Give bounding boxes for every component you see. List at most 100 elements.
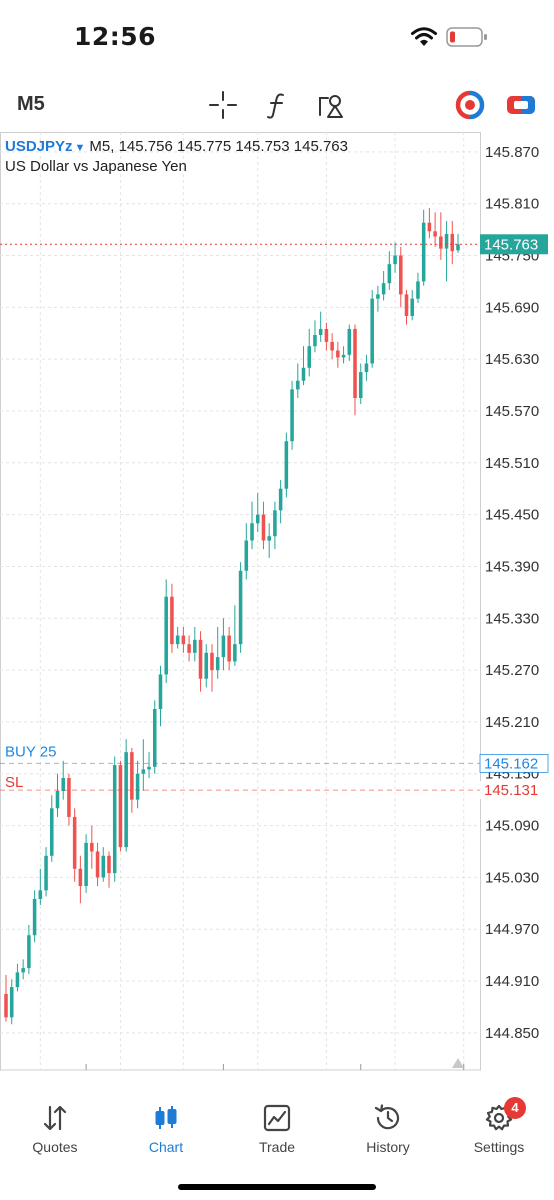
candle-body <box>238 570 243 645</box>
candle-body <box>381 283 386 295</box>
candle-body <box>158 674 163 709</box>
current-price-tag <box>480 234 548 255</box>
sl-price-label: 145.131 <box>484 782 538 799</box>
candle-body <box>101 855 106 878</box>
candle-body <box>181 635 186 645</box>
candle-body <box>358 372 363 399</box>
candle-body <box>44 855 48 891</box>
candle-body <box>112 765 117 874</box>
symbol-name[interactable]: USDJPYz <box>5 138 73 155</box>
candle-body <box>376 294 380 299</box>
bottom-tab-bar: Quotes Chart Trade History 4 Settings <box>0 1095 554 1165</box>
candle-body <box>193 639 197 653</box>
candle-body <box>61 778 65 792</box>
chart-icon <box>155 1106 177 1129</box>
candle-body <box>336 350 340 358</box>
candle-body <box>427 222 432 232</box>
tab-history[interactable]: History <box>333 1095 443 1165</box>
candlestick-chart[interactable]: 145.870145.810145.750145.690145.630145.5… <box>0 132 554 1072</box>
candle-body <box>450 233 455 252</box>
candle-body <box>370 298 374 364</box>
candle-body <box>416 281 420 299</box>
objects-icon[interactable] <box>315 90 347 120</box>
candle-body <box>187 644 191 653</box>
y-tick-label: 145.570 <box>485 403 539 420</box>
candle-body <box>107 855 111 874</box>
candle-body <box>15 972 20 988</box>
buy-position-label: BUY 25 <box>5 743 56 760</box>
trade-chart-icon <box>263 1104 291 1132</box>
candle-body <box>244 540 249 571</box>
candle-body <box>124 752 128 848</box>
tab-label: Settings <box>473 1139 525 1155</box>
candle-body <box>221 635 226 658</box>
candle-body <box>147 766 151 770</box>
y-tick-label: 145.690 <box>485 299 539 316</box>
candle-body <box>135 773 140 800</box>
candle-body <box>347 328 352 355</box>
candle-body <box>78 868 83 887</box>
candle-body <box>38 890 43 899</box>
candle-body <box>215 657 220 671</box>
tab-trade[interactable]: Trade <box>222 1095 332 1165</box>
candle-body <box>296 380 300 390</box>
symbol-description: US Dollar vs Japanese Yen <box>5 158 187 175</box>
status-bar: 12:56 <box>0 0 554 80</box>
symbol-dropdown-icon[interactable]: ▼ <box>74 142 86 154</box>
candle-body <box>410 298 415 316</box>
candle-body <box>9 987 14 1018</box>
candle-body <box>324 328 329 342</box>
candle-body <box>130 752 134 800</box>
crosshair-icon[interactable] <box>208 90 238 120</box>
price-chart[interactable]: 145.870 145.810 145.750 145.690 145.630 145.5… <box>0 132 554 1072</box>
timeframe-button[interactable]: M5 <box>17 93 45 115</box>
y-tick-label: 144.970 <box>485 921 539 938</box>
candle-body <box>27 935 31 969</box>
candle-body <box>198 639 203 679</box>
battery-icon <box>446 27 487 47</box>
candle-body <box>255 514 260 524</box>
candle-body <box>32 898 37 936</box>
y-tick-label: 145.330 <box>485 610 539 627</box>
candle-body <box>67 778 71 817</box>
y-tick-label: 145.210 <box>485 714 539 731</box>
chart-shift-marker <box>452 1058 464 1068</box>
candle-body <box>404 294 409 316</box>
candle-body <box>152 708 157 767</box>
candle-body <box>456 244 460 251</box>
candle-body <box>170 596 174 645</box>
candle-body <box>353 328 357 399</box>
candle-body <box>250 523 254 541</box>
indicators-icon[interactable] <box>264 90 292 120</box>
y-tick-label: 145.630 <box>485 351 539 368</box>
candle-body <box>444 233 449 249</box>
chart-symbol-header[interactable]: USDJPYz ▼ M5, 145.756 145.775 145.753 145.… <box>5 138 348 155</box>
candle-body <box>439 236 443 249</box>
chart-frame <box>0 132 481 1071</box>
y-tick-label: 144.910 <box>485 973 539 990</box>
y-tick-label: 144.850 <box>485 1025 539 1042</box>
tab-settings[interactable]: 4 Settings <box>444 1095 554 1165</box>
tab-quotes[interactable]: Quotes <box>0 1095 110 1165</box>
y-tick-label: 145.270 <box>485 662 539 679</box>
candle-body <box>21 968 25 973</box>
trade-icon[interactable] <box>506 90 536 120</box>
candle-body <box>273 510 277 537</box>
candle-body <box>49 808 54 856</box>
candle-body <box>301 367 306 381</box>
candle-body <box>95 851 100 878</box>
home-indicator <box>178 1184 376 1190</box>
candle-body <box>284 441 289 489</box>
y-tick-label: 145.450 <box>485 507 539 524</box>
candle-body <box>84 842 88 887</box>
candle-body <box>175 635 180 645</box>
current-price-label: 145.763 <box>484 236 538 253</box>
one-click-trading-icon[interactable] <box>455 90 485 120</box>
buy-price-label: 145.162 <box>484 755 538 772</box>
y-tick-label: 145.510 <box>485 455 539 472</box>
candle-body <box>164 596 168 675</box>
candle-body <box>210 652 214 671</box>
candle-body <box>90 842 94 852</box>
tab-chart[interactable]: Chart <box>111 1095 221 1165</box>
candle-body <box>307 346 312 368</box>
